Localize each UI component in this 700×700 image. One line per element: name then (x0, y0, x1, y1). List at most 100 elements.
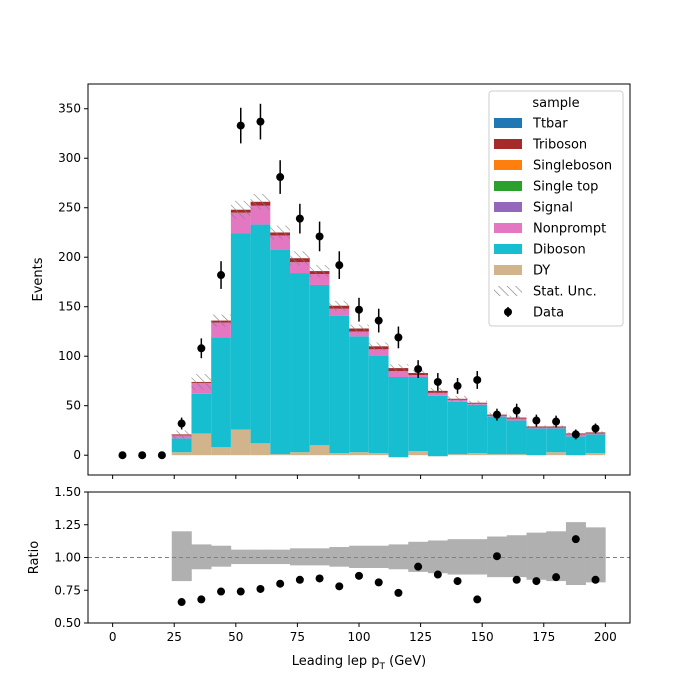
ratio-point (552, 573, 561, 582)
ratio-band-bin (565, 522, 586, 586)
bar (349, 336, 369, 453)
legend-swatch (494, 265, 522, 275)
legend-label: Data (533, 306, 564, 321)
ratio-x-axis: 0 25 50 75 100 125 150 175 200 (109, 623, 617, 644)
data-point (374, 316, 383, 325)
y-tick-label: 200 (58, 250, 81, 264)
ratio-band-bin (309, 548, 330, 566)
series-dy (171, 429, 606, 458)
ratio-band-bin (526, 532, 547, 580)
legend-swatch (494, 160, 522, 170)
ratio-point (532, 577, 541, 586)
ratio-point (197, 595, 206, 604)
stat-unc-bin (171, 430, 192, 439)
bar (526, 428, 547, 456)
stat-unc-bin (349, 324, 369, 333)
bar (290, 452, 310, 456)
legend-swatch (494, 181, 522, 191)
ratio-point (473, 595, 482, 604)
ratio-point (256, 584, 265, 593)
y-tick-label: 0.75 (54, 583, 81, 597)
ratio-unc-band (171, 522, 606, 586)
legend-label: Triboson (532, 138, 587, 153)
legend-label: DY (533, 264, 550, 279)
bar (487, 454, 507, 456)
bar (506, 420, 527, 455)
bar (211, 337, 231, 448)
legend-swatch (494, 118, 522, 128)
ratio-band-bin (349, 545, 370, 568)
x-tick-label: 150 (471, 630, 494, 644)
stat-unc-bin (250, 193, 271, 210)
stat-unc-bin (270, 225, 291, 240)
y-tick-label: 350 (58, 102, 81, 116)
bar (526, 427, 547, 429)
data-point (414, 365, 423, 374)
bar (250, 443, 271, 456)
bar (329, 453, 350, 456)
data-point (473, 375, 482, 384)
y-tick-label: 250 (58, 201, 81, 215)
bar (585, 453, 606, 456)
stat-unc-bin (191, 374, 212, 390)
ratio-band-bin (506, 535, 527, 578)
legend-label: Diboson (533, 243, 586, 258)
bar (230, 429, 251, 456)
legend-swatch (494, 223, 522, 233)
ratio-band-bin (250, 549, 271, 565)
ratio-point (492, 552, 501, 561)
bar (506, 454, 527, 456)
bar (191, 393, 212, 434)
legend-label: Ttbar (532, 117, 568, 132)
data-point (532, 416, 541, 425)
bar (487, 416, 507, 455)
data-point (138, 451, 147, 460)
legend-label: Signal (533, 201, 573, 216)
ratio-band-bin (171, 531, 192, 582)
legend-label: Singleboson (533, 159, 612, 174)
data-point (177, 419, 186, 428)
legend-entry: Singleboson (494, 159, 612, 174)
data-point (433, 377, 442, 386)
legend-swatch-hatch (494, 286, 522, 296)
main-panel: 0 50 100 150 200 250 300 350 Events (31, 83, 631, 479)
bar (270, 249, 291, 455)
data-point (315, 232, 324, 241)
data-point (512, 406, 521, 415)
ratio-point (374, 578, 383, 587)
bar (546, 428, 566, 453)
stat-unc-bin (368, 342, 389, 351)
ratio-point (414, 562, 423, 571)
legend-swatch-marker (504, 308, 512, 316)
stat-unc-bin (447, 395, 468, 402)
y-tick-label: 1.00 (54, 551, 81, 565)
ratio-point (177, 598, 186, 607)
ratio-point (315, 574, 324, 583)
bar (467, 404, 488, 454)
legend-entry: Stat. Unc. (494, 285, 597, 300)
bar (427, 395, 448, 457)
y-tick-label: 50 (66, 399, 81, 413)
x-tick-label: 100 (348, 630, 371, 644)
legend: sample Ttbar Triboson Singleboson Single to… (488, 90, 624, 327)
bar (546, 427, 566, 429)
main-y-axis-label: Events (31, 257, 46, 301)
data-point (118, 451, 127, 460)
ratio-band-bin (585, 527, 606, 583)
ratio-band-bin (447, 539, 468, 575)
bar (309, 284, 330, 446)
x-tick-label: 200 (594, 630, 617, 644)
bar (171, 452, 192, 456)
bar (349, 452, 369, 456)
x-tick-label: 25 (167, 630, 182, 644)
ratio-band-bin (427, 540, 448, 574)
ratio-point (394, 588, 403, 597)
legend-swatch (494, 139, 522, 149)
stat-unc-bin (309, 265, 330, 278)
series-diboson (171, 224, 606, 458)
bar (211, 447, 231, 456)
bar (171, 438, 192, 453)
ratio-point (433, 570, 442, 579)
stat-unc-bin (290, 251, 310, 266)
bar (368, 355, 389, 454)
